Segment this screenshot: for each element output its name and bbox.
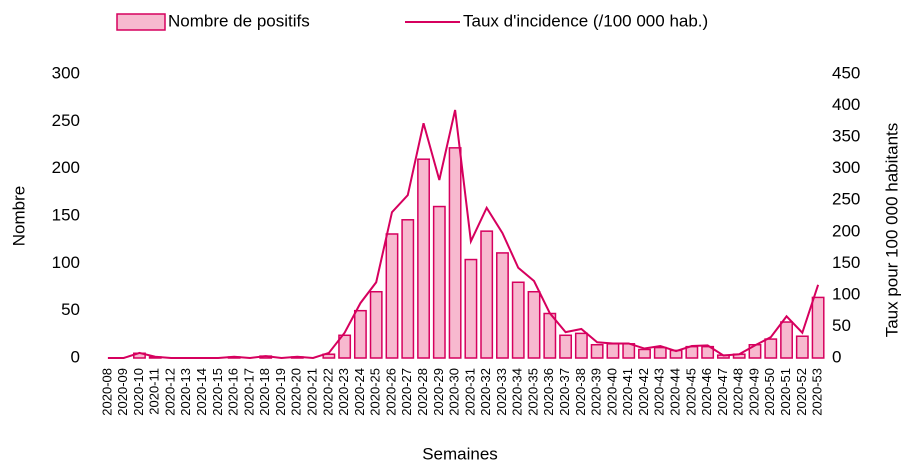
y-tick-label: 200 — [52, 158, 80, 177]
legend-swatch — [116, 13, 166, 31]
y-tick-label: 0 — [71, 347, 80, 366]
x-tick-label: 2020-23 — [336, 368, 351, 416]
bar — [764, 338, 778, 359]
x-tick-label: 2020-19 — [273, 368, 288, 416]
x-tick-label: 2020-35 — [525, 368, 540, 416]
y2-tick-label: 150 — [832, 253, 860, 272]
x-tick-label: 2020-31 — [462, 368, 477, 416]
bar — [685, 345, 699, 359]
x-tick-label: 2020-13 — [178, 368, 193, 416]
bar — [795, 335, 809, 359]
y2-tick-label: 300 — [832, 158, 860, 177]
x-tick-label: 2020-33 — [494, 368, 509, 416]
legend-label: Taux d'incidence (/100 000 hab.) — [463, 11, 708, 30]
bar — [780, 321, 793, 359]
x-tick-label: 2020-53 — [810, 368, 825, 416]
x-tick-label: 2020-29 — [431, 368, 446, 416]
x-tick-label: 2020-52 — [794, 368, 809, 416]
y2-tick-label: 0 — [832, 347, 841, 366]
x-axis-title: Semaines — [422, 444, 498, 463]
y-tick-label: 50 — [61, 300, 80, 319]
bar — [464, 258, 478, 359]
x-tick-label: 2020-21 — [305, 368, 320, 416]
y2-axis-title: Taux pour 100 000 habitants — [882, 123, 901, 338]
x-tick-label: 2020-40 — [604, 368, 619, 416]
x-tick-label: 2020-10 — [131, 368, 146, 416]
bar — [527, 290, 541, 359]
y2-tick-label: 450 — [832, 63, 860, 82]
x-tick-label: 2020-42 — [636, 368, 651, 416]
x-tick-label: 2020-43 — [652, 368, 667, 416]
bar — [638, 348, 651, 359]
bar — [432, 205, 446, 359]
x-tick-label: 2020-17 — [241, 368, 256, 416]
bar — [448, 147, 462, 359]
bar — [322, 353, 336, 359]
x-tick-label: 2020-16 — [226, 368, 241, 416]
x-tick-label: 2020-20 — [289, 368, 304, 416]
x-tick-label: 2020-24 — [352, 368, 367, 416]
x-tick-label: 2020-50 — [762, 368, 777, 416]
x-tick-label: 2020-51 — [778, 368, 793, 416]
legend-label: Nombre de positifs — [168, 11, 310, 30]
bar — [417, 158, 430, 359]
bar — [480, 230, 494, 359]
x-tick-label: 2020-30 — [447, 368, 462, 416]
y-axis-title: Nombre — [9, 186, 28, 246]
x-tick-label: 2020-14 — [194, 368, 209, 416]
x-tick-label: 2020-47 — [715, 368, 730, 416]
x-tick-label: 2020-46 — [699, 368, 714, 416]
bar — [559, 334, 573, 359]
y2-tick-label: 350 — [832, 127, 860, 146]
bar — [574, 332, 588, 359]
x-tick-label: 2020-36 — [541, 368, 556, 416]
bar — [622, 343, 636, 359]
x-tick-label: 2020-26 — [383, 368, 398, 416]
x-tick-label: 2020-09 — [115, 368, 130, 416]
y2-tick-label: 50 — [832, 316, 851, 335]
y2-tick-label: 250 — [832, 190, 860, 209]
bar — [338, 334, 352, 359]
bar — [369, 290, 383, 359]
y2-tick-label: 100 — [832, 284, 860, 303]
x-tick-label: 2020-27 — [399, 368, 414, 416]
bar — [811, 296, 825, 359]
bar — [401, 219, 415, 359]
x-tick-label: 2020-49 — [746, 368, 761, 416]
x-tick-label: 2020-45 — [683, 368, 698, 416]
y2-tick-label: 200 — [832, 221, 860, 240]
x-tick-label: 2020-12 — [162, 368, 177, 416]
y-tick-label: 100 — [52, 253, 80, 272]
x-tick-label: 2020-38 — [573, 368, 588, 416]
bar — [511, 281, 525, 359]
bar — [701, 345, 715, 359]
x-tick-label: 2020-28 — [415, 368, 430, 416]
bar — [606, 343, 620, 359]
x-tick-label: 2020-34 — [510, 368, 525, 416]
y-tick-label: 150 — [52, 205, 80, 224]
x-tick-label: 2020-48 — [731, 368, 746, 416]
x-tick-label: 2020-44 — [668, 368, 683, 416]
y2-tick-label: 400 — [832, 95, 860, 114]
x-tick-label: 2020-25 — [368, 368, 383, 416]
x-tick-label: 2020-32 — [478, 368, 493, 416]
x-tick-label: 2020-37 — [557, 368, 572, 416]
x-tick-label: 2020-41 — [620, 368, 635, 416]
x-tick-label: 2020-22 — [320, 368, 335, 416]
x-tick-label: 2020-11 — [147, 368, 162, 415]
bar — [543, 312, 557, 359]
y-tick-label: 300 — [52, 63, 80, 82]
bar — [496, 252, 509, 359]
bar — [353, 309, 367, 359]
bar — [590, 343, 604, 359]
x-tick-label: 2020-15 — [210, 368, 225, 416]
x-tick-label: 2020-08 — [99, 368, 114, 416]
x-tick-label: 2020-18 — [257, 368, 272, 416]
x-tick-label: 2020-39 — [589, 368, 604, 416]
bar — [385, 233, 399, 359]
bar — [653, 346, 667, 359]
line — [107, 109, 820, 360]
y-tick-label: 250 — [52, 111, 80, 130]
